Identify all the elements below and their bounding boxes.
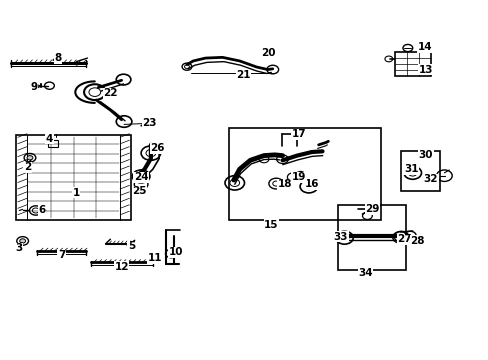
Circle shape [27,156,33,160]
Text: 24: 24 [134,172,148,182]
Text: 22: 22 [103,88,118,98]
Text: 29: 29 [365,204,379,215]
Bar [394,51,430,76]
Text: 34: 34 [357,267,372,278]
Text: 1: 1 [73,188,80,198]
Bar [400,151,439,192]
Text: 31: 31 [403,164,418,174]
Text: 8: 8 [55,53,61,63]
Text: 20: 20 [260,48,275,58]
Text: 28: 28 [409,236,424,246]
Text: 16: 16 [304,179,318,189]
Text: 26: 26 [150,143,164,153]
Text: 14: 14 [417,42,431,52]
Text: 2: 2 [24,162,31,172]
Text: 18: 18 [277,179,292,189]
Text: 21: 21 [236,70,250,80]
Bar [48,140,58,147]
Text: 12: 12 [114,262,129,272]
Text: 23: 23 [142,118,156,128]
Text: 5: 5 [127,241,135,251]
Text: 27: 27 [396,234,411,244]
Text: 10: 10 [169,247,183,257]
Bar [16,135,131,220]
Text: 6: 6 [39,206,46,216]
Text: 13: 13 [418,64,432,75]
Text: 19: 19 [291,172,305,182]
Text: 4: 4 [46,134,53,144]
Text: 3: 3 [16,243,23,253]
Text: 25: 25 [132,186,146,197]
Text: 30: 30 [418,150,432,160]
Text: 11: 11 [147,253,162,263]
Circle shape [20,239,25,243]
Bar [228,128,380,220]
Text: 32: 32 [423,174,437,184]
Bar [337,205,406,270]
Text: 15: 15 [264,220,278,230]
Text: 17: 17 [291,129,306,139]
Text: 7: 7 [58,250,65,260]
Text: 9: 9 [30,82,38,92]
Text: 33: 33 [333,232,347,242]
